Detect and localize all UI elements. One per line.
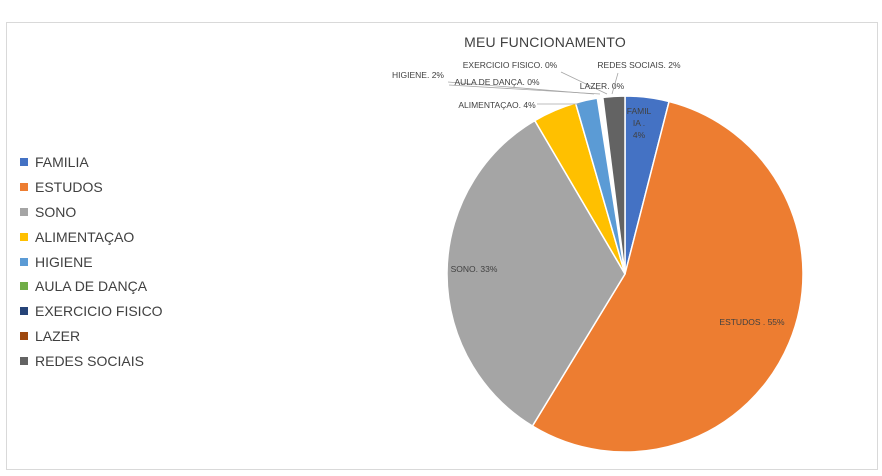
data-label: FAMIL IA . 4% [627, 106, 652, 140]
data-label: REDES SOCIAIS. 2% [597, 60, 681, 70]
pie-slice [574, 97, 626, 275]
legend-swatch [20, 232, 28, 241]
leader-line [611, 72, 619, 95]
legend-item: HIGIENE [20, 249, 163, 274]
pie-slice [601, 95, 626, 275]
legend-label: ALIMENTAÇAO [35, 228, 135, 245]
legend-item: FAMILIA [20, 150, 163, 175]
data-label: LAZER. 0% [580, 81, 625, 91]
data-label: AULA DE DANÇA. 0% [454, 77, 539, 87]
pie-slice [446, 119, 626, 428]
leader-line [448, 84, 601, 95]
legend-label: EXERCICIO FISICO [35, 303, 163, 320]
leader-line [560, 71, 608, 95]
legend-item: EXERCICIO FISICO [20, 299, 163, 324]
legend-label: ESTUDOS [35, 179, 103, 196]
legend-item: REDES SOCIAIS [20, 348, 163, 373]
chart-title: MEU FUNCIONAMENTO [464, 34, 626, 50]
chart-legend: FAMILIA ESTUDOS SONO ALIMENTAÇAO HIGIENE AULA… [20, 150, 163, 373]
pie-slice [531, 100, 804, 453]
legend-label: LAZER [35, 327, 81, 344]
legend-label: AULA DE DANÇA [35, 278, 148, 295]
legend-item: AULA DE DANÇA [20, 274, 163, 299]
legend-swatch [20, 158, 28, 167]
legend-item: ESTUDOS [20, 175, 163, 200]
legend-swatch [20, 282, 28, 291]
data-label: EXERCICIO FISICO. 0% [463, 60, 558, 70]
legend-swatch [20, 307, 28, 316]
legend-swatch [20, 331, 28, 340]
legend-swatch [20, 207, 28, 216]
legend-label: REDES SOCIAIS [35, 352, 144, 369]
legend-swatch [20, 183, 28, 192]
legend-item: ALIMENTAÇAO [20, 224, 163, 249]
data-label: ALIMENTAÇAO. 4% [458, 100, 536, 110]
legend-swatch [20, 356, 28, 365]
legend-label: HIGIENE [35, 253, 93, 270]
legend-item: SONO [20, 200, 163, 225]
legend-item: LAZER [20, 324, 163, 349]
data-label: HIGIENE. 2% [392, 70, 444, 80]
data-label: SONO. 33% [451, 264, 498, 274]
data-label: ESTUDOS . 55% [719, 317, 785, 327]
legend-label: SONO [35, 203, 77, 220]
legend-swatch [20, 257, 28, 266]
legend-label: FAMILIA [35, 154, 89, 171]
